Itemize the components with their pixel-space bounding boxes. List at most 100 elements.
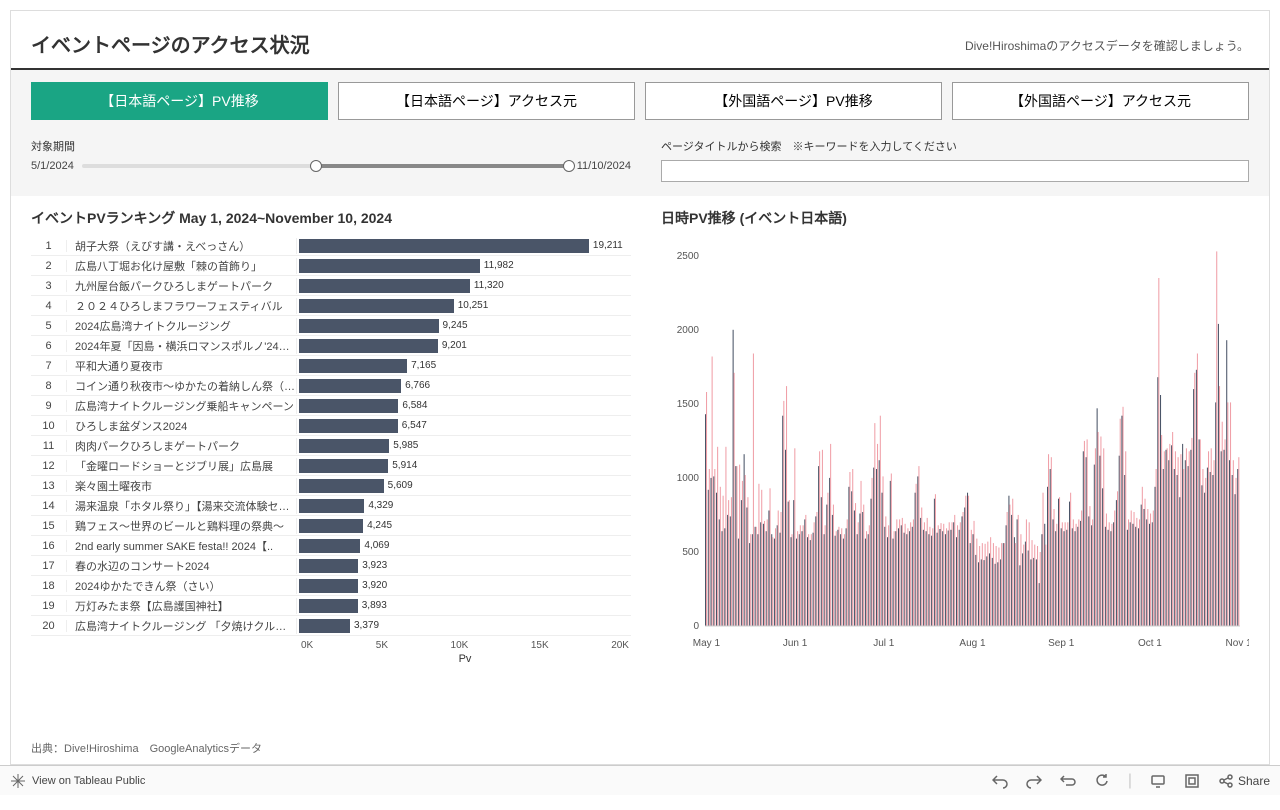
refresh-icon[interactable] (1094, 773, 1110, 789)
rank-number: 9 (31, 400, 67, 412)
svg-text:2500: 2500 (677, 251, 700, 262)
ranking-x-axis: 0K5K10K15K20K (299, 640, 631, 651)
rank-bar-cell: 10,251 (297, 299, 631, 313)
ranking-row[interactable]: 13楽々園土曜夜市5,609 (31, 476, 631, 496)
svg-text:Nov 1: Nov 1 (1226, 638, 1249, 649)
rank-bar-cell: 3,923 (297, 559, 631, 573)
rank-name: 湯来温泉「ホタル祭り」【湯来交流体験センタ.. (67, 498, 297, 514)
rank-bar-cell: 6,766 (297, 379, 631, 393)
rank-bar (299, 279, 470, 293)
view-on-public[interactable]: View on Tableau Public (10, 773, 145, 789)
ranking-row[interactable]: 182024ゆかたできん祭（さい）3,920 (31, 576, 631, 596)
rank-bar-cell: 5,609 (297, 479, 631, 493)
slider-thumb-end[interactable] (563, 160, 575, 172)
ranking-row[interactable]: 11肉肉パークひろしまゲートパーク5,985 (31, 436, 631, 456)
rank-bar-cell: 4,069 (297, 539, 631, 553)
ranking-row[interactable]: 52024広島湾ナイトクルージング9,245 (31, 316, 631, 336)
svg-text:0: 0 (693, 621, 699, 632)
rank-name: 春の水辺のコンサート2024 (67, 558, 297, 574)
rank-value: 3,923 (362, 560, 387, 571)
slider-track[interactable] (82, 164, 569, 168)
rank-name: 広島八丁堀お化け屋敷「棘の首飾り」 (67, 258, 297, 274)
rank-bar (299, 339, 438, 353)
rank-name: 平和大通り夏夜市 (67, 358, 297, 374)
rank-bar-cell: 7,165 (297, 359, 631, 373)
rank-name: 「金曜ロードショーとジブリ展」広島展 (67, 458, 297, 474)
ranking-row[interactable]: 1胡子大祭（えびす講・えべっさん）19,211 (31, 236, 631, 256)
tableau-toolbar: View on Tableau Public | Share (0, 765, 1280, 795)
rank-bar-cell: 4,329 (297, 499, 631, 513)
rank-name: 2024年夏「因島・横浜ロマンスポルノ'24」「島.. (67, 338, 297, 354)
ranking-row[interactable]: 14湯来温泉「ホタル祭り」【湯来交流体験センタ.. 4,329 (31, 496, 631, 516)
ranking-row[interactable]: 4２０２４ひろしまフラワーフェスティバル10,251 (31, 296, 631, 316)
share-button[interactable]: Share (1218, 773, 1270, 789)
fullscreen-icon[interactable] (1184, 773, 1200, 789)
ranking-row[interactable]: 9広島湾ナイトクルージング乗船キャンペーン6,584 (31, 396, 631, 416)
tab-1[interactable]: 【日本語ページ】アクセス元 (338, 82, 635, 120)
ranking-row[interactable]: 2広島八丁堀お化け屋敷「棘の首飾り」11,982 (31, 256, 631, 276)
ranking-row[interactable]: 19万灯みたま祭【広島護国神社】3,893 (31, 596, 631, 616)
ranking-row[interactable]: 162nd early summer SAKE festa!! 2024【..4… (31, 536, 631, 556)
ranking-panel: イベントPVランキング May 1, 2024~November 10, 202… (31, 208, 631, 665)
rank-bar-cell: 3,893 (297, 599, 631, 613)
rank-bar (299, 579, 358, 593)
rank-name: コイン通り秋夜市～ゆかたの着納しん祭（きお.. (67, 378, 297, 394)
rank-bar-cell: 9,201 (297, 339, 631, 353)
tab-2[interactable]: 【外国語ページ】PV推移 (645, 82, 942, 120)
rank-bar (299, 539, 360, 553)
device-icon[interactable] (1150, 773, 1166, 789)
revert-icon[interactable] (1060, 773, 1076, 789)
rank-number: 14 (31, 500, 67, 512)
period-slider[interactable]: 5/1/2024 11/10/2024 (31, 160, 631, 172)
rank-bar-cell: 3,379 (297, 619, 631, 633)
rank-bar-cell: 5,985 (297, 439, 631, 453)
slider-thumb-start[interactable] (310, 160, 322, 172)
ranking-row[interactable]: 17春の水辺のコンサート2024 3,923 (31, 556, 631, 576)
tab-0[interactable]: 【日本語ページ】PV推移 (31, 82, 328, 120)
rank-name: 万灯みたま祭【広島護国神社】 (67, 598, 297, 614)
dashboard: イベントページのアクセス状況 Dive!Hiroshimaのアクセスデータを確認… (10, 10, 1270, 765)
rank-tick: 0K (301, 640, 313, 651)
period-filter: 対象期間 5/1/2024 11/10/2024 (31, 138, 631, 182)
rank-bar-cell: 4,245 (297, 519, 631, 533)
ranking-row[interactable]: 10ひろしま盆ダンス20246,547 (31, 416, 631, 436)
rank-number: 15 (31, 520, 67, 532)
search-input[interactable] (661, 160, 1249, 182)
tableau-logo-icon (10, 773, 26, 789)
rank-number: 5 (31, 320, 67, 332)
page-title: イベントページのアクセス状況 (31, 29, 310, 58)
ranking-row[interactable]: 7平和大通り夏夜市7,165 (31, 356, 631, 376)
rank-value: 10,251 (458, 300, 489, 311)
rank-name: 2024ゆかたできん祭（さい） (67, 578, 297, 594)
ranking-row[interactable]: 3九州屋台飯パークひろしまゲートパーク11,320 (31, 276, 631, 296)
ranking-row[interactable]: 62024年夏「因島・横浜ロマンスポルノ'24」「島..9,201 (31, 336, 631, 356)
period-end-text: 11/10/2024 (577, 160, 631, 172)
rank-bar (299, 379, 401, 393)
rank-value: 4,069 (364, 540, 389, 551)
rank-value: 9,245 (443, 320, 468, 331)
rank-bar (299, 259, 480, 273)
ranking-row[interactable]: 12「金曜ロードショーとジブリ展」広島展5,914 (31, 456, 631, 476)
rank-bar (299, 319, 439, 333)
tab-bar: 【日本語ページ】PV推移【日本語ページ】アクセス元【外国語ページ】PV推移【外国… (11, 70, 1269, 132)
rank-name: 楽々園土曜夜市 (67, 478, 297, 494)
rank-value: 4,329 (368, 500, 393, 511)
rank-value: 3,920 (362, 580, 387, 591)
rank-number: 17 (31, 560, 67, 572)
rank-bar-cell: 6,547 (297, 419, 631, 433)
rank-number: 3 (31, 280, 67, 292)
svg-text:Jun 1: Jun 1 (783, 638, 808, 649)
undo-icon[interactable] (992, 773, 1008, 789)
ranking-row[interactable]: 8コイン通り秋夜市～ゆかたの着納しん祭（きお..6,766 (31, 376, 631, 396)
rank-bar (299, 499, 364, 513)
ranking-row[interactable]: 15鶏フェス～世界のビールと鶏料理の祭典～4,245 (31, 516, 631, 536)
rank-number: 4 (31, 300, 67, 312)
footer-note: 出典：Dive!Hiroshima GoogleAnalyticsデータ (31, 740, 262, 756)
tab-3[interactable]: 【外国語ページ】アクセス元 (952, 82, 1249, 120)
rank-number: 13 (31, 480, 67, 492)
ranking-row[interactable]: 20広島湾ナイトクルージング 「夕焼けクルーズ」3,379 (31, 616, 631, 636)
period-label: 対象期間 (31, 138, 631, 154)
redo-icon[interactable] (1026, 773, 1042, 789)
rank-bar (299, 519, 363, 533)
rank-name: 九州屋台飯パークひろしまゲートパーク (67, 278, 297, 294)
